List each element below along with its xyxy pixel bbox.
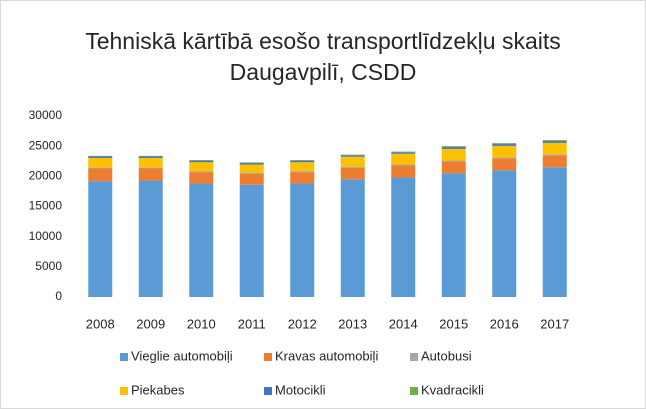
bar-segment xyxy=(340,167,365,180)
bar-segment xyxy=(391,151,416,153)
legend-label: Motocikli xyxy=(275,382,326,397)
legend-label: Vieglie automobiļi xyxy=(131,348,233,363)
legend-label: Autobusi xyxy=(421,348,472,363)
bar-segment xyxy=(542,154,567,156)
bar-segment xyxy=(391,164,416,166)
bar-segment xyxy=(138,167,163,169)
y-tick-label: 5000 xyxy=(35,259,62,273)
legend-swatch xyxy=(410,387,418,395)
y-tick-label: 10000 xyxy=(29,229,63,243)
bar-segment xyxy=(290,183,315,297)
bar-segment xyxy=(441,173,466,297)
bar-segment xyxy=(542,141,567,143)
bar-segment xyxy=(492,158,517,171)
legend-label: Kravas automobiļi xyxy=(275,348,378,363)
bar-segment xyxy=(340,156,365,167)
bar-segment xyxy=(239,173,264,185)
x-tick-label: 2009 xyxy=(136,316,165,331)
x-tick-label: 2008 xyxy=(86,316,115,331)
bar-segment xyxy=(189,162,214,172)
x-tick-label: 2011 xyxy=(238,316,266,331)
chart-title: Tehniskā kārtībā esošo transportlīdzekļu… xyxy=(85,28,561,85)
x-tick-label: 2016 xyxy=(490,316,519,331)
bar-segment xyxy=(138,156,163,158)
x-tick-label: 2010 xyxy=(187,316,216,331)
bar-segment xyxy=(492,145,517,158)
bar-segment xyxy=(239,184,264,297)
bar-segment xyxy=(492,170,517,297)
bar-segment xyxy=(492,143,517,145)
bar-segment xyxy=(542,140,567,142)
bar-segment xyxy=(138,155,163,157)
bar-segment xyxy=(441,160,466,162)
bar-segment xyxy=(239,163,264,165)
bar-segment xyxy=(391,153,416,165)
bar-segment xyxy=(290,162,315,172)
x-tick-label: 2013 xyxy=(338,316,367,331)
bar-segment xyxy=(189,172,214,184)
bar-segment xyxy=(290,172,315,184)
bar-segment xyxy=(492,144,517,146)
x-tick-label: 2014 xyxy=(389,316,418,331)
bar-segment xyxy=(88,181,113,297)
bar-segment xyxy=(542,142,567,155)
y-tick-label: 25000 xyxy=(29,138,63,152)
bar-segment xyxy=(340,154,365,156)
bar-segment xyxy=(290,160,315,161)
bar-segment xyxy=(340,179,365,297)
bar-segment xyxy=(138,180,163,297)
legend-label: Kvadracikli xyxy=(421,382,484,397)
bar-segment xyxy=(542,167,567,297)
bar-segment xyxy=(391,177,416,297)
bar-segment xyxy=(441,148,466,161)
bar-segment xyxy=(239,173,264,174)
bar-segment xyxy=(189,171,214,173)
bar-segment xyxy=(189,160,214,161)
bar-segment xyxy=(88,156,113,158)
bar-segment xyxy=(138,157,163,168)
legend-swatch xyxy=(120,353,128,361)
bar-segment xyxy=(239,164,264,174)
bar-segment xyxy=(441,146,466,148)
x-tick-label: 2017 xyxy=(540,316,569,331)
bar-segment xyxy=(391,165,416,178)
bar-segment xyxy=(189,160,214,163)
bar-segment xyxy=(88,157,113,168)
bar-segment xyxy=(88,168,113,182)
bar-segment xyxy=(138,168,163,181)
bar-segment xyxy=(492,157,517,159)
bar-segment xyxy=(441,147,466,149)
x-tick-label: 2015 xyxy=(439,316,468,331)
legend-swatch xyxy=(410,353,418,361)
legend-swatch xyxy=(264,353,272,361)
y-tick-label: 30000 xyxy=(29,108,63,122)
y-tick-label: 20000 xyxy=(29,169,63,183)
legend-swatch xyxy=(264,387,272,395)
legend-label: Piekabes xyxy=(131,382,185,397)
bar-segment xyxy=(189,183,214,297)
bar-segment xyxy=(542,155,567,168)
bar-segment xyxy=(88,155,113,157)
y-tick-label: 0 xyxy=(55,289,62,303)
bar-segment xyxy=(290,171,315,173)
bar-segment xyxy=(441,161,466,174)
bar-segment xyxy=(391,152,416,154)
bar-segment xyxy=(239,162,264,164)
bar-segment xyxy=(340,155,365,157)
legend-swatch xyxy=(120,387,128,395)
bar-segment xyxy=(290,160,315,163)
y-tick-label: 15000 xyxy=(29,199,63,213)
x-tick-label: 2012 xyxy=(288,316,317,331)
bar-segment xyxy=(340,166,365,168)
bar-segment xyxy=(88,167,113,169)
